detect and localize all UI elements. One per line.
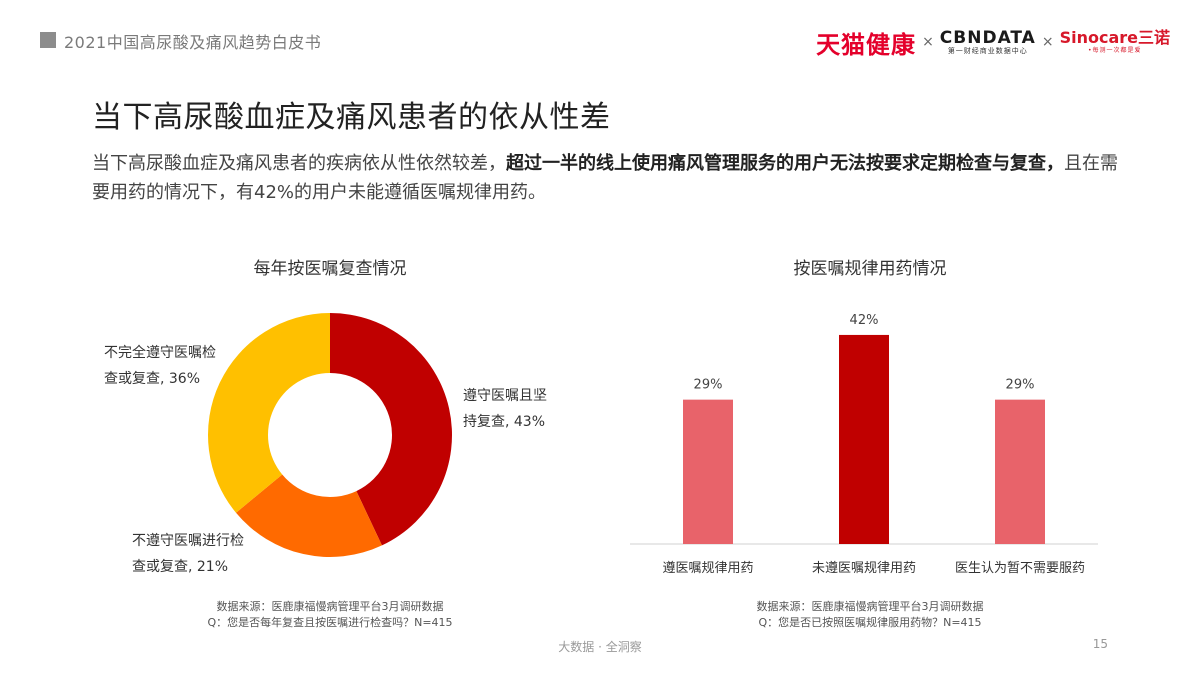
sinocare-logo-main: Sinocare三诺	[1059, 28, 1170, 47]
donut-label-noncompliant: 不遵守医嘱进行检 查或复查, 21%	[132, 528, 244, 580]
donut-label-partial: 不完全遵守医嘱检 查或复查, 36%	[104, 340, 216, 392]
bar-value-label: 42%	[850, 313, 879, 328]
source-line: 数据来源：医鹿康福慢病管理平台3月调研数据	[756, 600, 984, 613]
bar-2	[839, 334, 889, 544]
source-line: Q：您是否已按照医嘱规律服用药物？N=415	[758, 616, 982, 629]
donut-label-line: 遵守医嘱且坚	[463, 388, 547, 404]
cbndata-logo-sub: 第一财经商业数据中心	[947, 46, 1028, 55]
page-number: 15	[1092, 637, 1108, 651]
footer-slogan: 大数据 · 全洞察	[558, 640, 642, 654]
bar-1	[683, 399, 733, 544]
bar-category-label: 未遵医嘱规律用药	[812, 560, 916, 576]
intro-text-1: 当下高尿酸血症及痛风患者的疾病依从性依然较差，	[92, 153, 506, 174]
donut-label-line: 不完全遵守医嘱检	[104, 345, 216, 361]
sinocare-logo-sub: •每测一次都是爱	[1088, 47, 1142, 54]
bar-value-label: 29%	[694, 378, 723, 393]
bar-chart: 29% 遵医嘱规律用药 42% 未遵医嘱规律用药 29% 医生认为暂不需要服药	[630, 313, 1098, 576]
bar-category-label: 遵医嘱规律用药	[662, 560, 753, 576]
donut-label-line: 持复查, 43%	[463, 414, 546, 430]
donut-label-line: 查或复查, 36%	[104, 371, 201, 387]
partner-logos: 天猫健康 × CBNDATA 第一财经商业数据中心 × Sinocare三诺 •…	[816, 22, 1170, 62]
source-line: 数据来源：医鹿康福慢病管理平台3月调研数据	[216, 600, 444, 613]
sinocare-logo: Sinocare三诺 •每测一次都是爱	[1060, 29, 1170, 55]
logo-separator: ×	[922, 34, 934, 50]
donut-label-line: 不遵守医嘱进行检	[132, 533, 244, 549]
header-square-icon	[40, 32, 56, 48]
bar-data-source: 数据来源：医鹿康福慢病管理平台3月调研数据 Q：您是否已按照医嘱规律服用药物？N…	[720, 599, 1020, 631]
source-line: Q：您是否每年复查且按医嘱进行检查吗？N=415	[207, 616, 453, 629]
bar-value-label: 29%	[1006, 378, 1035, 393]
logo-separator: ×	[1041, 34, 1054, 50]
bar-category-label: 医生认为暂不需要服药	[955, 561, 1085, 576]
donut-data-source: 数据来源：医鹿康福慢病管理平台3月调研数据 Q：您是否每年复查且按医嘱进行检查吗…	[180, 599, 480, 631]
report-title: 2021中国高尿酸及痛风趋势白皮书	[64, 33, 322, 52]
donut-chart-title: 每年按医嘱复查情况	[253, 259, 407, 279]
donut-slice-compliant	[330, 313, 452, 546]
donut-chart	[208, 313, 452, 557]
page-title: 当下高尿酸血症及痛风患者的依从性差	[92, 100, 611, 135]
cbndata-logo-main: CBNDATA	[939, 27, 1036, 48]
donut-slice-partial	[208, 313, 330, 513]
bar-3	[995, 399, 1045, 544]
intro-paragraph: 当下高尿酸血症及痛风患者的疾病依从性依然较差，超过一半的线上使用痛风管理服务的用…	[92, 149, 1122, 207]
donut-slice-noncompliant	[235, 474, 382, 557]
intro-text-bold: 超过一半的线上使用痛风管理服务的用户无法按要求定期检查与复查，	[506, 153, 1064, 174]
donut-label-line: 查或复查, 21%	[132, 559, 229, 575]
bar-chart-title: 按医嘱规律用药情况	[793, 259, 947, 279]
donut-label-compliant: 遵守医嘱且坚 持复查, 43%	[463, 383, 547, 435]
cbndata-logo: CBNDATA 第一财经商业数据中心	[940, 29, 1036, 56]
intro-text-2: 且在需要用药的情况下，有42%的用户未能遵循医嘱规律用药。	[92, 153, 1118, 203]
tmall-health-logo: 天猫健康	[816, 30, 917, 59]
